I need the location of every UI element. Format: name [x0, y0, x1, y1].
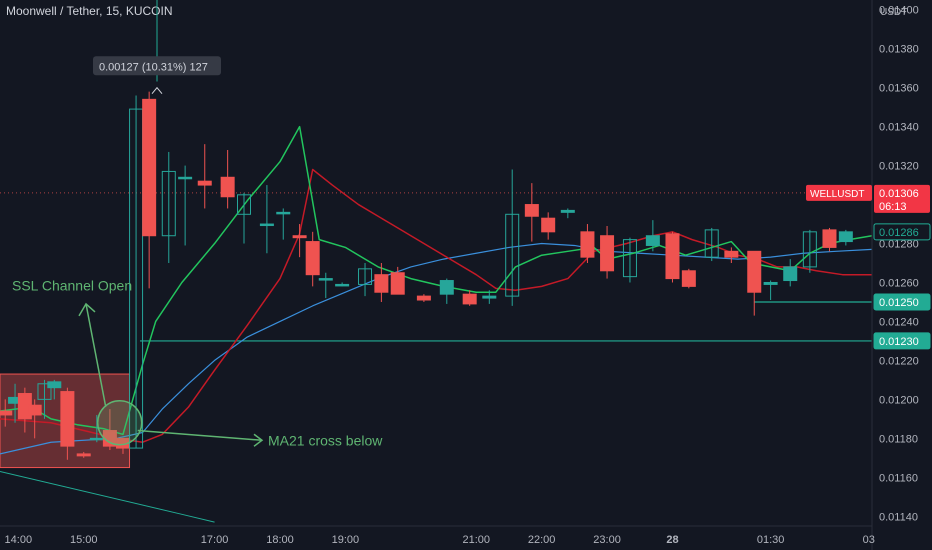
- candle-body-up: [161, 170, 176, 237]
- candle-body-down: [142, 98, 157, 237]
- candle-body-down: [747, 250, 762, 293]
- candle-body-up: [482, 295, 497, 299]
- level-tag-label: 0.01230: [879, 336, 919, 348]
- candle-body-up: [237, 194, 252, 215]
- candle-body-down: [416, 295, 431, 301]
- price-tick-label: 0.01360: [879, 83, 919, 95]
- level-tag-label: 0.01286: [879, 227, 919, 239]
- candle-body-up: [37, 383, 52, 400]
- level-tag: [873, 293, 931, 311]
- candle-body-down: [60, 391, 75, 447]
- candle-body-down: [600, 235, 615, 272]
- price-tick-label: 0.01180: [879, 433, 918, 445]
- time-tick-label: 14:00: [5, 534, 33, 546]
- candle-body-down: [197, 180, 212, 186]
- candle-body-up: [763, 281, 778, 285]
- candle-body-up: [439, 280, 454, 295]
- level-tag-label: 0.01250: [879, 297, 919, 309]
- ma21-line: [0, 242, 873, 455]
- price-tick-label: 0.01380: [879, 44, 919, 56]
- candle-body-down: [390, 272, 405, 295]
- price-tick-label: 0.01260: [879, 277, 919, 289]
- time-tick-label: 18:00: [266, 534, 294, 546]
- price-axis-unit: USDT: [880, 7, 907, 18]
- measure-tooltip-bg: [93, 56, 221, 76]
- candle-body-up: [622, 239, 637, 278]
- candle-body-down: [76, 453, 91, 457]
- candle-body-up: [358, 268, 373, 285]
- chart-title: Moonwell / Tether, 15, KUCOIN: [6, 4, 173, 18]
- time-tick-label: 03: [863, 534, 875, 546]
- candle-body-down: [665, 233, 680, 280]
- time-tick-label: 28: [666, 534, 678, 546]
- price-tick-label: 0.01340: [879, 122, 919, 134]
- candle-body-down: [822, 229, 837, 248]
- time-tick-label: 15:00: [70, 534, 98, 546]
- candle-body-up: [783, 266, 798, 282]
- ssl-annotation-label: SSL Channel Open: [12, 277, 132, 293]
- candle-body-up: [259, 223, 274, 227]
- candle-body-down: [724, 250, 739, 258]
- price-tick-label: 0.01240: [879, 316, 919, 328]
- ma-arrowhead: [253, 433, 264, 447]
- measure-arrow-icon: [151, 86, 163, 94]
- time-tick-label: 22:00: [528, 534, 556, 546]
- price-tick-label: 0.01200: [879, 394, 919, 406]
- candle-body-up: [645, 235, 660, 246]
- last-price-value: 0.01306: [879, 188, 919, 200]
- trend-line: [0, 470, 215, 523]
- candle-body-up: [505, 213, 520, 297]
- candle-body-down: [524, 204, 539, 217]
- price-tick-label: 0.01140: [879, 511, 918, 523]
- candle-body-up: [560, 209, 575, 213]
- level-tag: [873, 223, 931, 241]
- measure-tooltip-text: 0.00127 (10.31%) 127: [99, 61, 208, 73]
- time-tick-label: 01:30: [757, 534, 785, 546]
- candle-body-down: [292, 235, 307, 239]
- time-tick-label: 21:00: [462, 534, 490, 546]
- candle-body-down: [0, 410, 13, 416]
- candle-body-up: [47, 381, 62, 389]
- time-tick-label: 23:00: [593, 534, 621, 546]
- ssl-cross-circle: [96, 399, 143, 446]
- ssl-arrowhead: [78, 302, 96, 317]
- price-tick-label: 0.01320: [879, 161, 919, 173]
- time-tick-label: 17:00: [201, 534, 229, 546]
- ssl-arrow: [85, 303, 107, 407]
- candle-body-down: [541, 217, 556, 233]
- candle-body-up: [129, 108, 144, 449]
- candle-body-down: [374, 274, 389, 293]
- price-tick-label: 0.01400: [879, 5, 919, 17]
- symbol-tag: [806, 184, 872, 201]
- candle-body-up: [178, 176, 193, 180]
- candle-body-up: [335, 283, 350, 287]
- time-tick-label: 19:00: [332, 534, 360, 546]
- symbol-tag-label: WELLUSDT: [810, 189, 864, 200]
- price-tick-label: 0.01280: [879, 239, 919, 251]
- level-tag: [873, 332, 931, 350]
- candle-body-down: [220, 176, 235, 198]
- candle-body-up: [704, 229, 719, 258]
- bar-countdown: 06:13: [879, 201, 907, 213]
- candle-body-down: [681, 270, 696, 287]
- ma-annotation-label: MA21 cross below: [268, 432, 383, 448]
- candle-body-down: [305, 241, 320, 276]
- candle-body-up: [838, 231, 853, 243]
- candle-body-down: [580, 231, 595, 258]
- ma-arrow: [137, 429, 263, 442]
- price-tick-label: 0.01160: [879, 472, 918, 484]
- candle-body-up: [318, 278, 333, 281]
- candle-body-up: [802, 231, 817, 268]
- price-tick-label: 0.01220: [879, 355, 919, 367]
- last-price-tag: [874, 184, 930, 213]
- candle-body-down: [462, 293, 477, 305]
- ssl-down-line: [0, 168, 872, 443]
- candle-body-up: [89, 437, 104, 441]
- candle-body-up: [276, 211, 291, 215]
- candle-body-down: [27, 404, 42, 416]
